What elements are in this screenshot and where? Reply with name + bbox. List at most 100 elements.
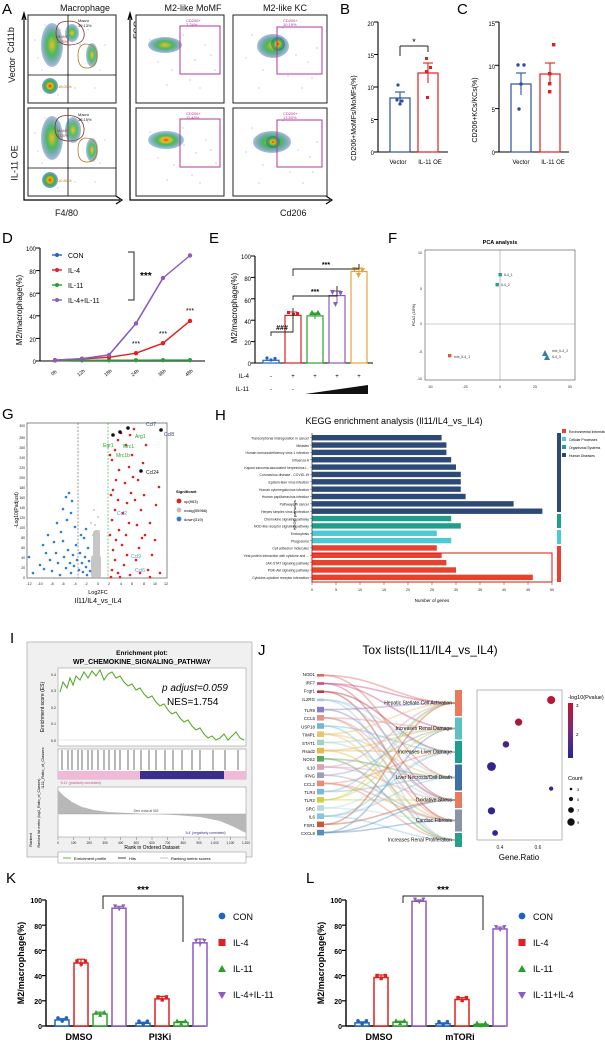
data-point: [137, 1019, 141, 1024]
data-point: [441, 1022, 445, 1027]
data-point: [460, 998, 464, 1003]
panel-i-ytick-3: 0.3: [51, 689, 56, 693]
data-point: [98, 1013, 103, 1017]
sankey-gene-node: [317, 764, 324, 770]
panel-g-xtick-2: -8: [50, 582, 53, 586]
sankey-ribbon: [323, 815, 456, 841]
panel-j-size-0: 3: [577, 787, 580, 792]
sankey-gene-node: [317, 772, 324, 778]
panel-g-ytick-3: 60: [21, 546, 25, 550]
panel-g-xtick-0: -12: [26, 582, 31, 586]
svg-text:20: 20: [334, 999, 342, 1006]
sankey-ribbon: [323, 741, 456, 801]
kegg-bar: [312, 559, 447, 566]
svg-text:100: 100: [330, 898, 342, 905]
svg-text:20: 20: [244, 341, 251, 347]
gsea-xtick: 300: [102, 841, 108, 845]
sankey-category-node: [455, 741, 462, 763]
panel-e-sig-outer: ***: [322, 262, 330, 269]
panel-d-star-24h: ***: [132, 341, 140, 348]
panel-e-row-il11: IL-11: [236, 387, 250, 393]
kegg-pathway-label: Cytokine-cytokine receptor interaction: [252, 576, 309, 580]
data-point: [117, 907, 122, 912]
gsea-xtick: 400: [118, 841, 124, 845]
kegg-xtick: 45: [526, 588, 530, 592]
sankey-ribbon: [323, 717, 456, 801]
kegg-bar: [312, 545, 437, 551]
sankey-gene-label: CXCL9: [301, 831, 316, 836]
panel-f-ytick-3: 5: [420, 287, 422, 291]
svg-text:40: 40: [334, 974, 342, 981]
panel-j-size-2: 7: [577, 808, 580, 813]
panel-d-xtick-4: 36h: [157, 368, 167, 378]
sankey-gene-label: STAT1: [302, 741, 316, 746]
kegg-pathway-label: Human immunodeficiency virus 1 infection: [245, 451, 309, 455]
panel-f-xtick-3: 25: [533, 385, 537, 389]
panel-d-legend-il4: IL-4: [68, 268, 80, 275]
data-point: [402, 1018, 407, 1023]
data-point: [113, 904, 117, 909]
panel-i-ytick-2: 0.2: [51, 706, 56, 710]
sankey-ribbon: [323, 782, 456, 841]
svg-text:15: 15: [367, 54, 374, 60]
kegg-pathway-label: Cell adhesion molecules: [272, 547, 309, 551]
panel-d-legend-il4il11: IL-4+IL-11: [68, 298, 100, 305]
data-point: [379, 976, 383, 981]
svg-text:60: 60: [334, 949, 342, 956]
data-point: [198, 942, 203, 946]
sankey-ribbon: [323, 766, 456, 779]
svg-text:13.83%: 13.83%: [283, 115, 297, 120]
sankey-category-label: Increases Liver Damage: [398, 750, 452, 756]
svg-text:100: 100: [26, 247, 37, 253]
data-point: [64, 1016, 69, 1020]
panel-h-legend-3: Human Diseases: [569, 454, 595, 458]
kegg-pathway-label: Coronavirus disease - COVID-19: [259, 473, 309, 477]
panel-j: J Tox lists(IL11/IL4_vs_IL4) NOD1 IRF7 Fcg…: [255, 628, 605, 868]
kegg-bar: [312, 449, 447, 456]
kegg-pathway-label: Chemokine signaling pathway: [264, 517, 309, 521]
data-point: [437, 1019, 441, 1024]
data-point: [145, 1019, 150, 1024]
sankey-category-node: [455, 717, 462, 740]
panel-k-ylabel: M2/macrophage(%): [16, 922, 26, 1005]
kegg-bar: [312, 493, 466, 500]
svg-text:19.13%: 19.13%: [78, 23, 92, 28]
sankey-gene-node: [317, 756, 324, 762]
sankey-gene-node: [317, 682, 324, 685]
data-point: [502, 925, 507, 929]
sankey-ribbon: [323, 708, 456, 801]
panel-e-il4-1: +: [291, 374, 295, 380]
panel-l-ylabel: M2/macrophage(%): [316, 922, 326, 1005]
sankey-gene-label: IL6: [309, 815, 316, 820]
panel-j-chart: Tox lists(IL11/IL4_vs_IL4) NOD1 IRF7 Fcgr1…: [301, 643, 604, 862]
panel-f-point-il4-2: IL4_2: [501, 283, 510, 287]
data-point: [394, 1018, 398, 1023]
data-point: [121, 904, 126, 909]
panel-g-xtick-11: 10: [153, 582, 157, 586]
svg-text:11.48%: 11.48%: [186, 115, 200, 120]
data-point: [79, 962, 83, 966]
panel-g-xtick-7: 2: [108, 582, 110, 586]
panel-j-size-label: Count: [568, 776, 583, 782]
panel-j-cbar-tick-1: 2: [576, 732, 579, 737]
sankey-ribbon: [323, 776, 456, 817]
panel-g-anno-mrc1: Mrc1: [123, 444, 134, 450]
panel-g-legend-title: Significant: [176, 489, 197, 494]
dotplot-point: [502, 741, 510, 748]
kegg-xtick: 25: [430, 588, 434, 592]
kegg-xtick: 15: [382, 588, 386, 592]
sankey-gene-node: [317, 829, 324, 836]
panel-f-point-mix-1: mix_IL4_1: [454, 355, 470, 359]
sankey-gene-node: [317, 805, 324, 811]
sankey-gene-label: TIMP1: [302, 733, 315, 738]
gsea-xtick: 200: [87, 841, 93, 845]
svg-text:18.15%: 18.15%: [78, 117, 92, 122]
panel-g-xtick-12: 12: [164, 582, 168, 586]
panel-l-label: L: [306, 870, 315, 887]
sankey-ribbon: [323, 702, 456, 826]
panel-b-label: B: [340, 1, 351, 18]
panel-a-flow-plots: Macro 19.13% MoMF 2.25% 18.00% Macro 18.…: [21, 10, 334, 205]
panel-e: E M2/macrophage(%) 0 20 40 60 80 100 ###: [205, 228, 385, 406]
panel-d-legend-il11: IL-11: [68, 283, 84, 290]
data-point: [383, 973, 388, 978]
